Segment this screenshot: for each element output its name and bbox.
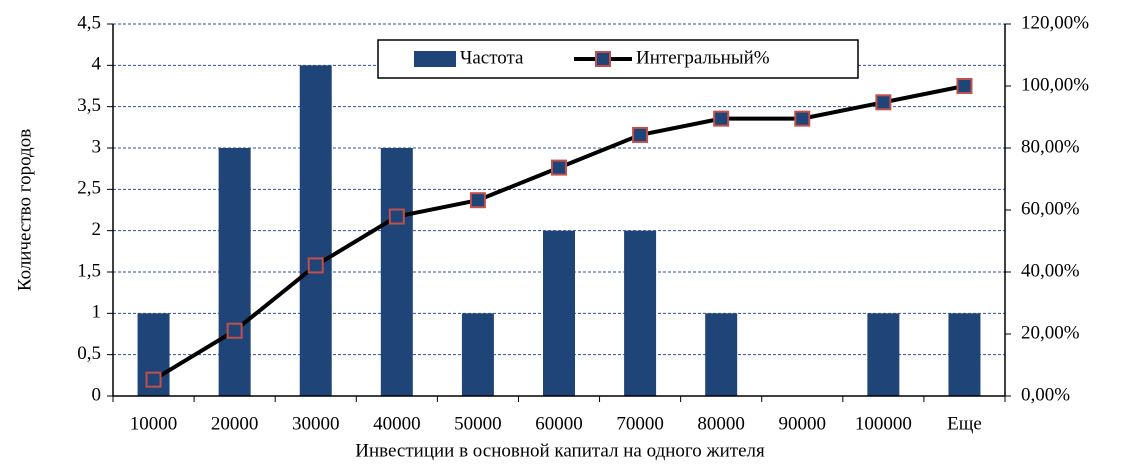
x-tick-label: 40000 <box>373 413 421 434</box>
x-tick-label: Еще <box>947 413 982 434</box>
line-marker <box>469 192 486 209</box>
x-tick-label: 20000 <box>211 413 259 434</box>
y-tick-label: 1 <box>92 302 102 323</box>
line-marker <box>956 78 973 94</box>
y-tick-label: 1,5 <box>77 260 101 281</box>
line-marker <box>794 110 811 127</box>
y2-tick-label: 100,00% <box>1021 74 1089 95</box>
line-marker <box>632 126 649 143</box>
bar <box>624 230 657 396</box>
x-tick-label: 70000 <box>616 413 664 434</box>
x-tick-label: 90000 <box>779 413 827 434</box>
bar <box>543 230 575 396</box>
line-marker <box>875 94 892 111</box>
y2-tick-label: 120,00% <box>1021 12 1089 33</box>
y2-tick-label: 40,00% <box>1021 260 1080 281</box>
x-tick-label: 10000 <box>130 413 178 434</box>
y-tick-label: 4 <box>92 54 102 75</box>
x-tick-label: 80000 <box>697 413 745 434</box>
line-marker <box>307 257 324 274</box>
y-tick-label: 4,5 <box>77 12 101 33</box>
y-tick-label: 2,5 <box>77 178 101 199</box>
y-tick-label: 3,5 <box>77 95 101 116</box>
y-tick-label: 2 <box>92 219 102 240</box>
bar <box>299 65 332 396</box>
x-tick-label: 60000 <box>535 413 583 434</box>
line-marker <box>388 208 405 225</box>
y-tick-label: 0 <box>92 384 102 405</box>
line-marker <box>713 110 730 127</box>
y-tick-label: 0,5 <box>77 343 101 364</box>
bar <box>705 313 738 396</box>
y2-tick-label: 0,00% <box>1021 384 1070 405</box>
x-tick-label: 100000 <box>855 413 912 434</box>
line-marker <box>145 371 162 388</box>
line-marker <box>551 159 567 176</box>
bar <box>461 313 494 396</box>
bar <box>867 313 900 396</box>
y-tick-label: 3 <box>92 136 102 157</box>
legend-marker <box>595 51 611 67</box>
y-axis-label: Количество городов <box>14 129 35 291</box>
legend-label: Интегральный% <box>636 47 770 68</box>
x-tick-label: 50000 <box>454 413 502 434</box>
x-tick-label: 30000 <box>292 413 340 434</box>
bar <box>218 148 251 396</box>
bar <box>948 313 981 396</box>
x-axis-label: Инвестиции в основной капитал на одного … <box>355 440 765 461</box>
legend-swatch <box>414 51 456 67</box>
bar <box>380 148 413 396</box>
legend-label: Частота <box>460 47 524 68</box>
y2-tick-label: 80,00% <box>1021 136 1080 157</box>
y2-tick-label: 20,00% <box>1021 322 1080 343</box>
line-marker <box>226 322 243 339</box>
y2-tick-label: 60,00% <box>1021 198 1080 219</box>
